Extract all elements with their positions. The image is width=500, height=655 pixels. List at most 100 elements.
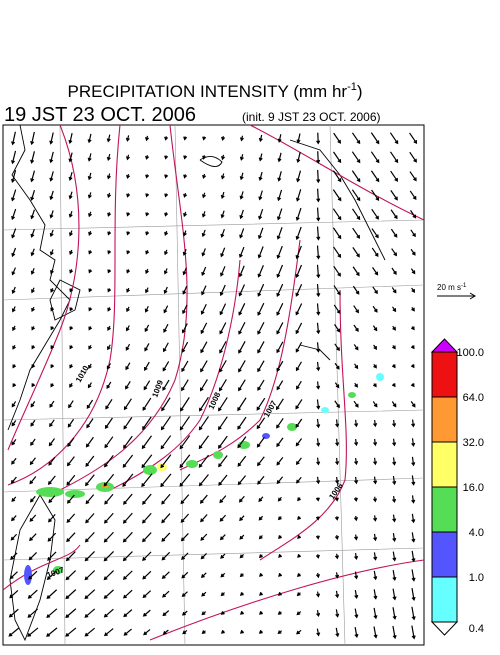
- wind-arrow: [164, 155, 169, 160]
- wind-arrow: [104, 417, 113, 429]
- wind-arrow: [392, 551, 397, 562]
- wind-arrow: [218, 435, 228, 449]
- wind-arrow: [141, 435, 153, 450]
- wind-arrow: [31, 364, 36, 369]
- wind-arrow: [239, 154, 244, 161]
- wind-arrow: [296, 380, 302, 390]
- wind-arrow: [199, 396, 209, 412]
- wind-arrow: [125, 325, 130, 332]
- wind-arrow: [277, 134, 282, 143]
- wind-arrow: [409, 151, 417, 163]
- wind-arrow: [49, 400, 55, 408]
- colorbar-label: 64.0: [463, 392, 484, 404]
- wind-arrow: [180, 513, 190, 523]
- wind-arrow: [220, 572, 226, 578]
- wind-field: [8, 131, 418, 640]
- wind-arrow: [30, 170, 36, 183]
- wind-arrow: [27, 589, 38, 599]
- wind-arrow: [238, 360, 246, 373]
- wind-arrow: [200, 322, 208, 335]
- wind-arrow: [277, 496, 282, 502]
- wind-arrow: [334, 324, 341, 333]
- wind-arrow: [46, 608, 58, 618]
- wind-arrow: [163, 268, 168, 275]
- wind-arrow: [30, 438, 36, 446]
- wind-arrow: [30, 268, 35, 275]
- wind-arrow: [164, 193, 169, 198]
- wind-arrow: [68, 191, 73, 200]
- wind-arrow: [30, 248, 35, 257]
- wind-arrow: [183, 136, 188, 141]
- wind-arrow: [88, 363, 92, 370]
- wind-arrow: [256, 436, 265, 448]
- wind-arrow: [295, 264, 303, 279]
- wind-arrow: [238, 265, 245, 278]
- wind-arrow: [183, 211, 187, 218]
- wind-arrow: [335, 609, 340, 618]
- wind-arrow: [371, 208, 379, 220]
- wind-arrow: [316, 151, 321, 164]
- wind-arrow: [372, 267, 379, 276]
- wind-arrow: [84, 627, 95, 637]
- wind-arrow: [142, 551, 152, 561]
- wind-arrow: [67, 437, 75, 448]
- wind-arrow: [258, 535, 263, 540]
- wind-arrow: [104, 436, 114, 449]
- wind-arrow: [49, 132, 54, 145]
- wind-arrow: [220, 611, 225, 615]
- isobar: [7, 124, 121, 486]
- wind-arrow: [29, 476, 37, 485]
- wind-arrow: [84, 589, 96, 600]
- wind-arrow: [87, 192, 92, 199]
- wind-arrow: [258, 515, 264, 521]
- wind-arrow: [354, 363, 359, 370]
- wind-arrow: [142, 590, 152, 599]
- wind-scale-text: 20 m s: [437, 283, 461, 292]
- wind-arrow: [332, 170, 342, 183]
- wind-arrow: [88, 250, 93, 255]
- wind-arrow: [88, 326, 93, 331]
- wind-arrow: [354, 590, 359, 600]
- wind-arrow: [68, 400, 74, 409]
- wind-arrow: [183, 193, 188, 198]
- wind-arrow: [106, 381, 112, 390]
- wind-arrow: [202, 136, 207, 141]
- wind-arrow: [352, 266, 360, 277]
- wind-arrow: [295, 303, 303, 316]
- wind-arrow: [354, 457, 359, 466]
- wind-arrow: [353, 534, 359, 541]
- wind-arrow: [219, 534, 226, 541]
- wind-arrow: [258, 554, 263, 559]
- wind-arrow: [103, 550, 114, 562]
- wind-arrow: [335, 438, 340, 447]
- wind-arrow: [316, 226, 321, 241]
- wind-arrow: [391, 364, 396, 369]
- precip-cell: [321, 407, 329, 413]
- wind-arrow: [353, 515, 359, 522]
- wind-arrow: [218, 455, 228, 468]
- wind-arrow: [123, 493, 133, 505]
- wind-arrow: [391, 267, 397, 275]
- wind-arrow: [161, 513, 171, 524]
- title-sup: -1: [347, 81, 357, 93]
- wind-arrow: [126, 269, 131, 274]
- wind-arrow: [296, 151, 301, 164]
- wind-arrow: [259, 573, 263, 577]
- wind-arrow: [333, 246, 342, 259]
- wind-arrow: [27, 608, 39, 618]
- wind-arrow: [411, 306, 415, 312]
- wind-arrow: [351, 189, 361, 202]
- isobar: [2, 544, 425, 641]
- wind-arrow: [123, 398, 132, 411]
- wind-arrow: [65, 627, 77, 637]
- wind-arrow: [48, 438, 56, 447]
- wind-arrow: [181, 610, 188, 616]
- wind-arrow: [277, 516, 282, 521]
- wind-arrow: [65, 551, 76, 562]
- wind-arrow: [258, 171, 263, 182]
- wind-arrow: [335, 476, 340, 485]
- wind-arrow: [200, 572, 207, 578]
- wind-arrow: [354, 419, 359, 428]
- wind-arrow: [125, 362, 131, 371]
- wind-arrow: [257, 360, 265, 373]
